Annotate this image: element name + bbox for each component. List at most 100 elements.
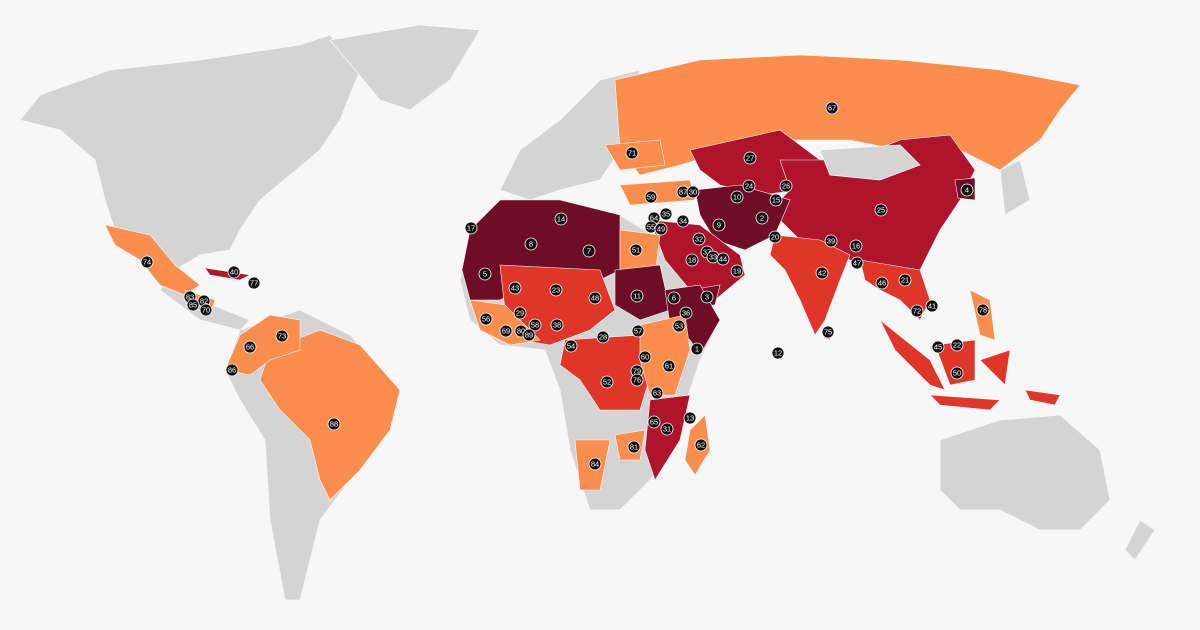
marker-label: 82 bbox=[200, 297, 208, 306]
marker-label: 1 bbox=[695, 345, 699, 354]
marker-label: 34 bbox=[679, 217, 687, 226]
marker-label: 3 bbox=[705, 293, 709, 302]
marker-label: 29 bbox=[516, 309, 524, 318]
marker-dot bbox=[716, 252, 730, 266]
marker-label: 32 bbox=[695, 235, 703, 244]
marker-dot bbox=[654, 222, 668, 236]
marker-dot bbox=[825, 101, 839, 115]
marker-label: 85 bbox=[189, 301, 197, 310]
marker-label: 48 bbox=[591, 294, 599, 303]
marker-label: 79 bbox=[633, 367, 641, 376]
marker-dot bbox=[849, 239, 863, 253]
marker-label: 60 bbox=[641, 353, 649, 362]
marker-dot bbox=[588, 291, 602, 305]
marker-label: 26 bbox=[782, 182, 790, 191]
marker-label: 87 bbox=[679, 188, 687, 197]
marker-dot bbox=[662, 359, 676, 373]
marker-label: 74 bbox=[143, 258, 151, 267]
marker-dot bbox=[683, 411, 697, 425]
marker-label: 8 bbox=[529, 240, 533, 249]
marker-dot bbox=[815, 266, 829, 280]
marker-dot bbox=[676, 214, 690, 228]
marker-label: 25 bbox=[877, 206, 885, 215]
marker-dot bbox=[549, 283, 563, 297]
marker-label: 55 bbox=[647, 223, 655, 232]
marker-dot bbox=[898, 273, 912, 287]
marker-label: 30 bbox=[689, 188, 697, 197]
marker-label: 56 bbox=[482, 315, 490, 324]
marker-dot bbox=[464, 221, 478, 235]
marker-dot bbox=[660, 422, 674, 436]
marker-dot bbox=[199, 303, 213, 317]
marker-dot bbox=[850, 256, 864, 270]
marker-label: 23 bbox=[552, 286, 560, 295]
marker-dot bbox=[522, 328, 536, 342]
marker-label: 45 bbox=[934, 343, 942, 352]
marker-label: 11 bbox=[633, 292, 641, 301]
marker-label: 61 bbox=[665, 362, 673, 371]
marker-label: 88 bbox=[330, 420, 338, 429]
marker-label: 52 bbox=[603, 378, 611, 387]
marker-label: 76 bbox=[633, 376, 641, 385]
marker-label: 27 bbox=[746, 154, 754, 163]
marker-label: 33 bbox=[709, 253, 717, 262]
marker-dot bbox=[755, 211, 769, 225]
marker-dot bbox=[588, 457, 602, 471]
marker-label: 31 bbox=[663, 425, 671, 434]
marker-label: 12 bbox=[774, 349, 782, 358]
marker-label: 2 bbox=[760, 214, 764, 223]
marker-label: 67 bbox=[828, 104, 836, 113]
marker-label: 39 bbox=[827, 237, 835, 246]
marker-label: 24 bbox=[745, 182, 753, 191]
marker-label: 66 bbox=[246, 343, 254, 352]
marker-dot bbox=[685, 253, 699, 267]
marker-label: 19 bbox=[733, 267, 741, 276]
marker-dot bbox=[730, 264, 744, 278]
marker-label: 50 bbox=[953, 369, 961, 378]
marker-label: 89 bbox=[525, 331, 533, 340]
marker-label: 84 bbox=[591, 460, 599, 469]
marker-label: 46 bbox=[878, 279, 886, 288]
marker-label: 64 bbox=[650, 214, 658, 223]
marker-dot bbox=[976, 303, 990, 317]
marker-dot bbox=[647, 415, 661, 429]
marker-dot bbox=[630, 289, 644, 303]
marker-label: 49 bbox=[657, 225, 665, 234]
marker-label: 63 bbox=[653, 389, 661, 398]
marker-dot bbox=[327, 417, 341, 431]
marker-dot bbox=[499, 324, 513, 338]
marker-label: 5 bbox=[483, 270, 487, 279]
marker-dot bbox=[712, 218, 726, 232]
marker-dot bbox=[875, 276, 889, 290]
marker-label: 75 bbox=[824, 328, 832, 337]
marker-label: 14 bbox=[557, 215, 565, 224]
marker-label: 83 bbox=[186, 293, 194, 302]
marker-label: 28 bbox=[599, 333, 607, 342]
marker-dot bbox=[950, 338, 964, 352]
marker-dot bbox=[779, 179, 793, 193]
marker-dot bbox=[554, 212, 568, 226]
marker-label: 42 bbox=[818, 269, 826, 278]
marker-label: 81 bbox=[630, 443, 638, 452]
marker-label: 7 bbox=[587, 247, 591, 256]
marker-label: 18 bbox=[688, 256, 696, 265]
marker-dot bbox=[638, 350, 652, 364]
marker-label: 6 bbox=[672, 294, 676, 303]
marker-dot bbox=[186, 298, 200, 312]
marker-label: 47 bbox=[853, 259, 861, 268]
marker-dot bbox=[692, 232, 706, 246]
marker-label: 13 bbox=[686, 414, 694, 423]
marker-dot bbox=[960, 183, 974, 197]
marker-dot bbox=[478, 267, 492, 281]
marker-label: 38 bbox=[553, 321, 561, 330]
marker-dot bbox=[596, 330, 610, 344]
marker-dot bbox=[631, 324, 645, 338]
marker-label: 51 bbox=[632, 246, 640, 255]
marker-dot bbox=[600, 375, 614, 389]
marker-dot bbox=[644, 190, 658, 204]
marker-label: 80 bbox=[517, 327, 525, 336]
marker-dot bbox=[771, 346, 785, 360]
marker-dot bbox=[582, 244, 596, 258]
marker-label: 21 bbox=[901, 276, 909, 285]
